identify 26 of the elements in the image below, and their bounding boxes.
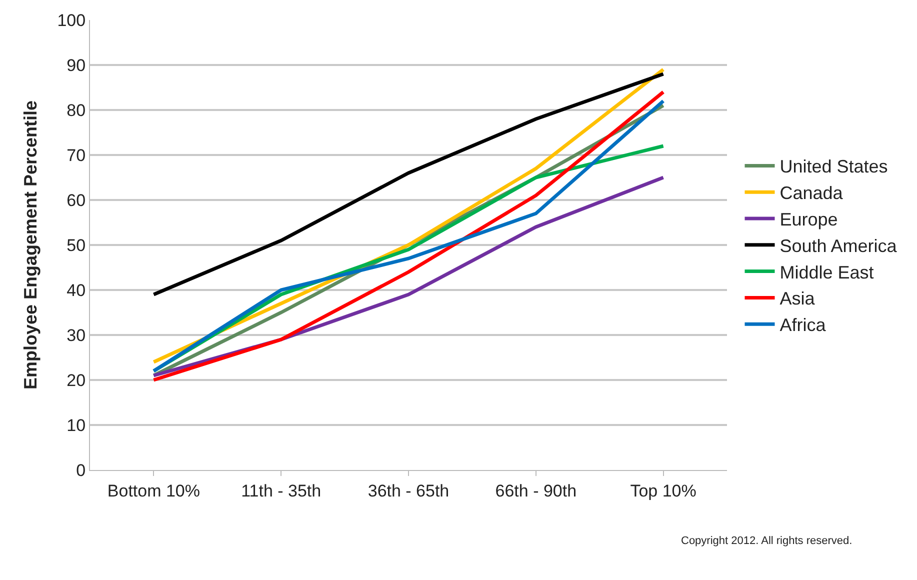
- y-tick-label: 10: [66, 416, 86, 435]
- y-tick-label: 70: [66, 146, 86, 165]
- x-tick-label: 36th - 65th: [368, 481, 450, 500]
- x-tick-label: Top 10%: [630, 481, 696, 500]
- y-axis-title: Employee Engagement Percentile: [20, 100, 40, 390]
- legend-label: Asia: [780, 288, 816, 309]
- y-tick-label: 0: [76, 460, 86, 480]
- y-tick-label: 40: [66, 280, 86, 300]
- text: Copyright 2012. All rights reserved.: [681, 535, 852, 547]
- y-tick-label: 30: [66, 326, 86, 345]
- legend-label: Canada: [780, 183, 844, 204]
- legend-label: South America: [780, 236, 898, 256]
- y-tick-label: 90: [66, 56, 86, 75]
- legend-label: Europe: [780, 210, 838, 230]
- y-tick-label: 50: [66, 236, 86, 255]
- x-tick-label: 66th - 90th: [495, 481, 577, 500]
- y-tick-label: 20: [66, 370, 86, 390]
- legend-label: Middle East: [780, 262, 874, 282]
- x-tick-label: 11th - 35th: [241, 481, 322, 500]
- legend-label: United States: [780, 156, 888, 177]
- x-tick-label: Bottom 10%: [107, 481, 200, 500]
- y-tick-label: 80: [66, 100, 86, 120]
- legend-label: Africa: [780, 315, 827, 336]
- y-tick-label: 60: [66, 190, 86, 210]
- line-series: [152, 72, 666, 296]
- y-tick-label: 100: [57, 10, 86, 30]
